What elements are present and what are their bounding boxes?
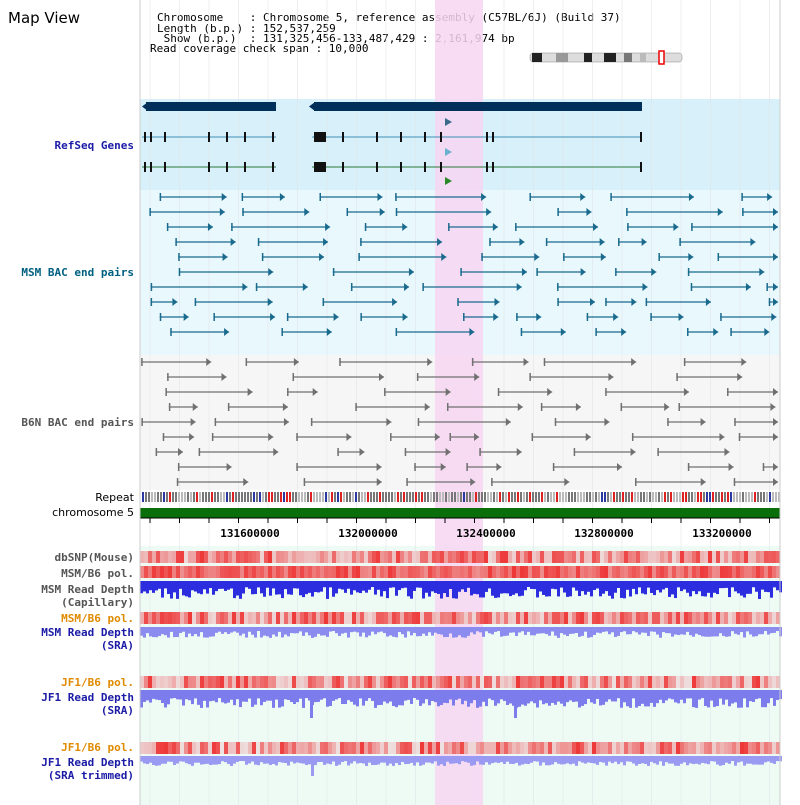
- dbsnp-label: dbSNP(Mouse): [54, 551, 134, 564]
- axis-tick-label: 133200000: [692, 527, 752, 540]
- msm-bac-end-pairs[interactable]: [149, 193, 778, 336]
- read-depth-bars[interactable]: [140, 581, 782, 776]
- length-info: Length (b.p.) : 152,537,259: [157, 22, 336, 35]
- msm-b6-pol-label: MSM/B6 pol.: [61, 567, 134, 580]
- msm-b6-pol-label-2: MSM/B6 pol.: [61, 612, 134, 625]
- msm-bac-label: MSM BAC end pairs: [21, 266, 134, 279]
- msm-depth-sra-sub: (SRA): [100, 639, 134, 652]
- jf1-b6-pol-label-2: JF1/B6 pol.: [61, 741, 134, 754]
- axis-tick-label: 131600000: [220, 527, 280, 540]
- axis-tick-label: 132400000: [456, 527, 516, 540]
- repeat-track[interactable]: [142, 492, 780, 502]
- jf1-depth-sra-sub: (SRA): [100, 704, 134, 717]
- selection-highlight: [435, 0, 483, 805]
- repeat-label: Repeat: [95, 491, 134, 504]
- b6n-bac-label: B6N BAC end pairs: [21, 416, 134, 429]
- jf1-depth-trimmed-sub: (SRA trimmed): [47, 769, 134, 782]
- page-title: Map View: [8, 9, 81, 27]
- chromosome-ideogram[interactable]: [529, 50, 683, 65]
- msm-depth-capillary-label: MSM Read Depth: [41, 583, 134, 596]
- msm-depth-capillary-sub: (Capillary): [61, 596, 134, 609]
- jf1-depth-trimmed-label: JF1 Read Depth: [41, 756, 134, 769]
- jf1-depth-sra-label: JF1 Read Depth: [41, 691, 134, 704]
- coverage-span-info: Read coverage check span : 10,000: [150, 42, 369, 55]
- jf1-b6-pol-label: JF1/B6 pol.: [61, 676, 134, 689]
- chromosome-label: chromosome 5: [52, 506, 134, 519]
- refseq-genes[interactable]: [142, 102, 642, 185]
- axis-tick-label: 132800000: [574, 527, 634, 540]
- refseq-label: RefSeq Genes: [54, 139, 134, 152]
- axis-tick-label: 132000000: [338, 527, 398, 540]
- heat-strips[interactable]: [140, 551, 780, 754]
- axis-ticks: [149, 518, 770, 523]
- b6n-bac-end-pairs[interactable]: [141, 358, 778, 486]
- msm-depth-sra-label: MSM Read Depth: [41, 626, 134, 639]
- chromosome-bar[interactable]: [140, 508, 780, 518]
